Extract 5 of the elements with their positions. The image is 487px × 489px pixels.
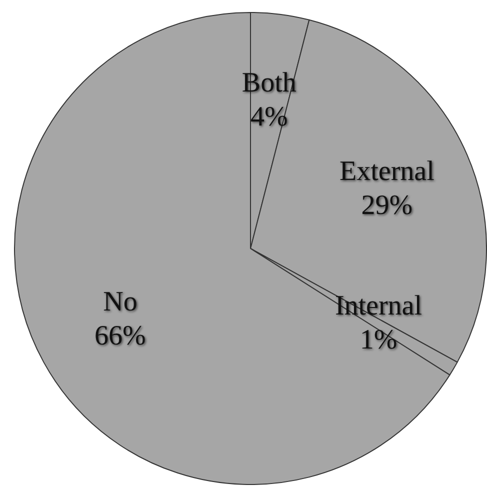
slice-label: No (103, 286, 138, 318)
data-label: 66% (94, 320, 146, 352)
data-label: 29% (361, 190, 413, 221)
slice-label: External (340, 156, 435, 187)
data-label: 1% (360, 324, 398, 356)
